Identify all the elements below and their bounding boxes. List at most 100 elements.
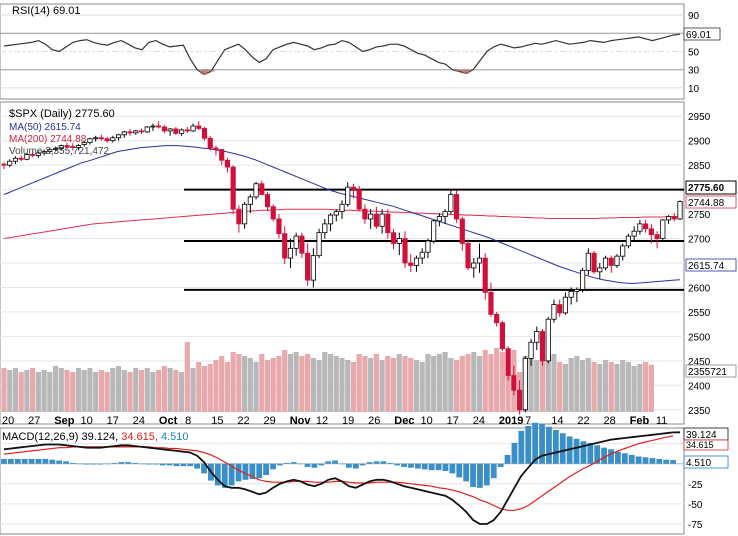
macd-hist-bar (642, 457, 649, 464)
candle-body (476, 257, 483, 264)
candle-body (580, 269, 586, 290)
macd-hist-bar (311, 463, 318, 468)
volume-bar (75, 368, 82, 412)
volume-bar (213, 360, 219, 412)
volume-bar (41, 370, 47, 412)
volume-bar (121, 370, 127, 412)
candle-body (259, 183, 265, 195)
macd-hist-bar (608, 449, 614, 464)
rsi-oversold-fill (455, 69, 463, 72)
ma200-legend: MA(200) 2744.88 (9, 134, 87, 145)
volume-bar (224, 362, 231, 412)
x-tick-label: 26 (368, 415, 380, 427)
candle-body (299, 235, 305, 254)
candle-body (138, 130, 145, 133)
volume-bar (631, 366, 637, 412)
candle-body (385, 213, 391, 234)
x-tick-label: 20 (2, 415, 14, 427)
volume-bar (597, 364, 603, 412)
candle-body (287, 247, 294, 259)
volume-bar (580, 360, 586, 412)
macd-hist-bar (304, 463, 311, 467)
volume-bar (499, 352, 505, 412)
macd-hist-bar (442, 463, 449, 471)
volume-bar (259, 354, 265, 412)
ma200-tag: 2744.88 (685, 195, 737, 209)
macd-hist-bar (366, 462, 373, 464)
macd-hist-bar (249, 463, 256, 479)
volume-bar (12, 368, 19, 412)
signal-value-tag: 34.615 (683, 439, 729, 451)
candle-body (52, 148, 59, 150)
macd-hist-bar (435, 463, 442, 471)
rsi-value-tag: 69.01 (683, 27, 721, 41)
macd-hist-bar (552, 430, 559, 464)
macd-hist-bar (132, 462, 138, 464)
candle-body (614, 255, 620, 266)
candle-body (87, 138, 93, 144)
rsi-tick-label: 30 (688, 66, 700, 77)
candle-body (442, 211, 448, 217)
candle-body (322, 223, 328, 234)
macd-hist-bar (532, 422, 539, 464)
volume-bar (408, 358, 414, 412)
macd-hist-bar (180, 463, 187, 467)
macd-hist-bar (111, 462, 118, 464)
x-tick-label: 27 (28, 415, 40, 427)
x-tick-label: Dec (394, 415, 414, 427)
volume-bar (230, 352, 236, 412)
candle-body (631, 230, 637, 237)
volume-bar (247, 358, 253, 412)
hist-value-tag: 4.510 (683, 455, 729, 469)
volume-bar (402, 356, 408, 412)
volume-bar (465, 354, 471, 412)
volume-bar (568, 358, 574, 412)
candle-body (448, 194, 454, 213)
x-tick-label: 24 (133, 415, 145, 427)
volume-bar (453, 360, 460, 412)
volume-bar (156, 370, 162, 412)
volume-bar (436, 354, 442, 412)
price-title: $SPX (Daily) 2775.60 (9, 108, 115, 120)
candle-body (620, 245, 626, 257)
volume-bar (339, 358, 345, 412)
volume-bar (7, 370, 13, 412)
candle-body (1, 163, 7, 166)
svg-text:2355721: 2355721 (688, 367, 727, 378)
macd-hist-bar (373, 461, 380, 464)
volume-bar (264, 360, 271, 412)
candle-body (345, 186, 351, 205)
candle-body (333, 211, 339, 216)
x-tick-label: 28 (604, 415, 616, 427)
macd-hist-bar (421, 463, 428, 470)
candle-body (562, 296, 569, 314)
x-tick-label: 14 (551, 415, 563, 427)
macd-hist-bar (283, 462, 290, 464)
macd-hist-bar (1, 458, 7, 464)
x-tick-label: 19 (342, 415, 354, 427)
price-tick-label: 2500 (688, 332, 711, 343)
volume-bar (333, 356, 339, 412)
macd-hist-bar (173, 463, 180, 467)
volume-bar (574, 356, 580, 412)
macd-hist-bar (573, 438, 580, 464)
macd-hist-bar (497, 463, 504, 467)
candle-body (551, 304, 557, 320)
volume-bar (133, 368, 139, 412)
macd-hist-bar (104, 463, 111, 465)
ma50-tag: 2615.74 (685, 258, 737, 272)
macd-hist-bar (194, 463, 201, 469)
candle-body (184, 129, 190, 132)
rsi-oversold-fill (462, 69, 470, 74)
candle-body (431, 220, 437, 242)
candle-body (282, 233, 288, 259)
price-tick-label: 2350 (688, 406, 711, 417)
macd-hist-bar (394, 463, 401, 466)
candle-body (12, 157, 19, 162)
volume-bar (64, 370, 70, 412)
candle-body (98, 137, 104, 140)
candle-body (167, 128, 173, 132)
macd-hist-bar (525, 425, 532, 464)
candle-body (350, 186, 357, 191)
candle-body (104, 138, 110, 142)
